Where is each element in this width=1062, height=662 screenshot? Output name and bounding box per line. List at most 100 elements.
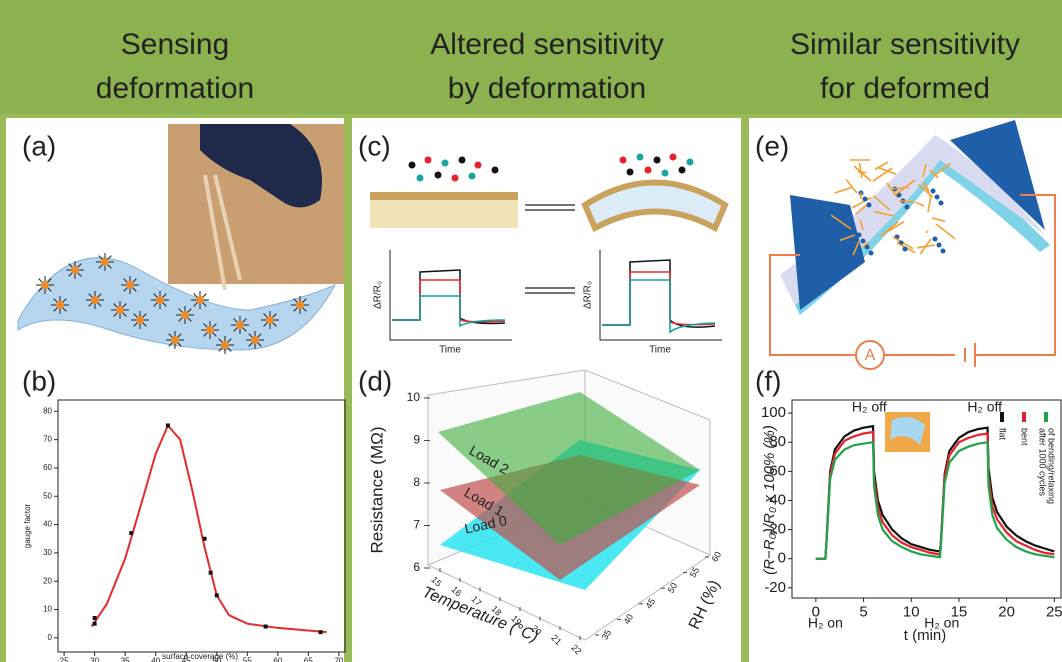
axis-label: Resistance (MΩ) bbox=[367, 426, 386, 553]
dot bbox=[933, 237, 938, 242]
molecule bbox=[637, 154, 644, 161]
y-tick-label: 0 bbox=[778, 550, 786, 567]
legend-label: flat bbox=[998, 428, 1008, 441]
axis-label: ΔR/R₀ bbox=[583, 281, 594, 309]
y-axis-label: gauge factor bbox=[23, 503, 32, 548]
y-tick-label: 30 bbox=[43, 548, 52, 557]
particle bbox=[56, 301, 64, 309]
particle bbox=[156, 296, 164, 304]
x-tick-label: 60 bbox=[273, 657, 282, 662]
particle bbox=[41, 281, 49, 289]
y-tick-label: 60 bbox=[43, 463, 52, 472]
legend-swatch bbox=[1022, 412, 1026, 422]
header: deformation bbox=[96, 72, 254, 105]
particle bbox=[126, 281, 134, 289]
molecule bbox=[425, 157, 432, 164]
particle bbox=[196, 296, 204, 304]
z-tick-label: 9 bbox=[413, 433, 420, 447]
molecule bbox=[620, 157, 627, 164]
legend-label: bent bbox=[1020, 428, 1030, 446]
z-tick-label: 6 bbox=[413, 560, 420, 574]
molecule bbox=[679, 167, 686, 174]
y-tick-label: 20 bbox=[43, 576, 52, 585]
dot bbox=[939, 201, 944, 206]
annotation: H₂ on bbox=[808, 615, 843, 631]
x-tick-label: 25 bbox=[1046, 603, 1062, 620]
molecule bbox=[475, 162, 482, 169]
molecule bbox=[492, 167, 499, 174]
particle bbox=[71, 266, 79, 274]
legend-label: after 1000 cycles bbox=[1038, 428, 1048, 497]
point bbox=[215, 593, 219, 597]
header: Altered sensitivity bbox=[430, 28, 663, 61]
molecule bbox=[417, 175, 424, 182]
x-tick-label: 30 bbox=[90, 657, 99, 662]
molecule bbox=[409, 162, 416, 169]
molecule bbox=[452, 175, 459, 182]
panel-label: (c) bbox=[358, 130, 391, 161]
molecule bbox=[442, 160, 449, 167]
molecule bbox=[654, 157, 661, 164]
dot bbox=[869, 251, 874, 256]
panel-label: (d) bbox=[358, 365, 392, 396]
point bbox=[203, 537, 207, 541]
x-tick-label: 55 bbox=[243, 657, 252, 662]
z-tick-label: 8 bbox=[413, 475, 420, 489]
particle bbox=[91, 296, 99, 304]
molecule bbox=[662, 170, 669, 177]
x-tick-label: 40 bbox=[151, 657, 160, 662]
y-tick-label: 100 bbox=[761, 404, 786, 421]
particle bbox=[251, 336, 259, 344]
fiber bbox=[858, 172, 866, 173]
x-tick-label: 35 bbox=[121, 657, 130, 662]
panel-label: (a) bbox=[22, 130, 56, 161]
particle bbox=[116, 306, 124, 314]
panel-label: (e) bbox=[755, 130, 789, 161]
axis-label: Time bbox=[649, 345, 671, 356]
figure: Sensing deformation Altered sensitivity … bbox=[0, 0, 1062, 662]
ammeter-label: A bbox=[865, 347, 876, 364]
y-tick-label: 10 bbox=[43, 605, 52, 614]
dot bbox=[863, 197, 868, 202]
annotation: H₂ off bbox=[967, 399, 1002, 415]
point bbox=[93, 616, 97, 620]
film bbox=[370, 192, 518, 200]
point bbox=[129, 531, 133, 535]
dot bbox=[905, 205, 910, 210]
particle bbox=[266, 316, 274, 324]
panel-label: (f) bbox=[755, 365, 781, 396]
y-tick-label: -20 bbox=[764, 579, 786, 596]
particle bbox=[181, 311, 189, 319]
header: Similar sensitivity bbox=[790, 28, 1020, 61]
y-tick-label: 40 bbox=[43, 520, 52, 529]
x-tick-label: 20 bbox=[998, 603, 1015, 620]
molecule bbox=[627, 169, 634, 176]
y-tick-label: 0 bbox=[48, 633, 53, 642]
panel-label: (b) bbox=[22, 365, 56, 396]
dot bbox=[937, 243, 942, 248]
header: for deformed bbox=[820, 72, 990, 105]
point bbox=[319, 630, 323, 634]
legend-swatch bbox=[1000, 412, 1004, 422]
dot bbox=[935, 195, 940, 200]
molecule bbox=[435, 172, 442, 179]
header: Sensing bbox=[121, 28, 229, 61]
y-tick-label: 70 bbox=[43, 435, 52, 444]
y-tick-label: 80 bbox=[43, 406, 52, 415]
particle bbox=[136, 316, 144, 324]
dot bbox=[861, 239, 866, 244]
legend-label: of bending/relaxing bbox=[1047, 428, 1057, 504]
header: by deformation bbox=[448, 72, 646, 105]
point bbox=[93, 622, 97, 626]
z-tick-label: 7 bbox=[413, 518, 420, 532]
molecule bbox=[670, 154, 677, 161]
axis-label: ΔR/R₀ bbox=[373, 281, 384, 309]
annotation: H₂ off bbox=[852, 399, 887, 415]
particle bbox=[236, 321, 244, 329]
x-tick-label: 5 bbox=[859, 603, 867, 620]
y-tick-label: 50 bbox=[43, 491, 52, 500]
point bbox=[166, 423, 170, 427]
molecule bbox=[687, 159, 694, 166]
legend-swatch bbox=[1044, 412, 1048, 422]
dot bbox=[903, 247, 908, 252]
